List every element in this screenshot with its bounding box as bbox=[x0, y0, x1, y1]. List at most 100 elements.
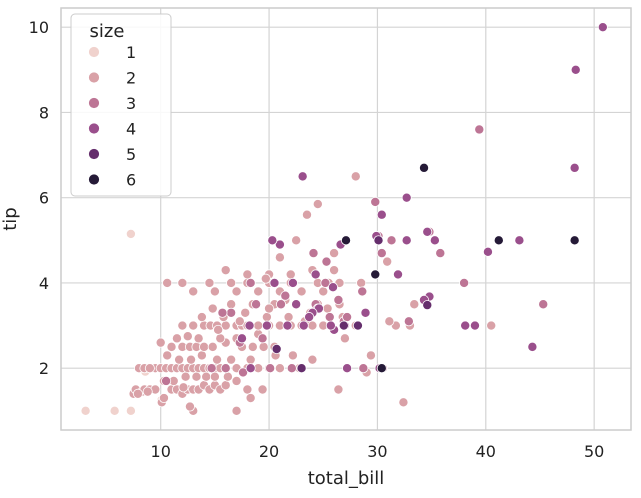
data-point-size-2 bbox=[261, 312, 272, 323]
data-point-size-1 bbox=[125, 228, 136, 239]
data-point-size-2 bbox=[231, 375, 242, 386]
data-point-size-2 bbox=[247, 341, 258, 352]
y-tick-label: 10 bbox=[29, 18, 49, 37]
data-point-size-2 bbox=[184, 401, 195, 412]
data-point-size-5 bbox=[373, 235, 384, 246]
data-point-size-2 bbox=[322, 303, 333, 314]
data-point-size-2 bbox=[222, 371, 233, 382]
data-point-size-4 bbox=[460, 320, 471, 331]
data-point-size-3 bbox=[435, 248, 446, 259]
data-point-size-2 bbox=[144, 363, 155, 374]
data-point-size-4 bbox=[269, 277, 280, 288]
x-tick-labels: 10 20 30 40 50 bbox=[151, 442, 605, 461]
data-point-size-2 bbox=[177, 277, 188, 288]
data-point-size-2 bbox=[231, 405, 242, 416]
data-point-size-2 bbox=[242, 384, 253, 395]
data-point-size-5 bbox=[422, 300, 433, 311]
data-point-size-2 bbox=[274, 363, 285, 374]
data-point-size-4 bbox=[298, 320, 309, 331]
data-point-size-1 bbox=[109, 405, 120, 416]
data-point-size-2 bbox=[240, 307, 251, 318]
data-point-size-2 bbox=[260, 273, 271, 284]
data-point-size-3 bbox=[357, 286, 368, 297]
legend-marker-4 bbox=[88, 122, 100, 135]
data-point-size-2 bbox=[162, 350, 173, 361]
data-point-size-2 bbox=[226, 299, 237, 310]
data-point-size-2 bbox=[188, 320, 199, 331]
data-point-size-4 bbox=[393, 269, 404, 280]
data-point-size-2 bbox=[193, 333, 204, 344]
data-point-size-2 bbox=[242, 269, 253, 280]
data-point-size-2 bbox=[264, 303, 275, 314]
data-point-size-4 bbox=[325, 320, 336, 331]
y-tick-label: 2 bbox=[39, 359, 49, 378]
data-point-size-2 bbox=[283, 312, 294, 323]
data-point-size-2 bbox=[258, 341, 269, 352]
data-point-size-6 bbox=[370, 269, 381, 280]
data-point-size-2 bbox=[287, 350, 298, 361]
data-point-size-2 bbox=[209, 286, 220, 297]
data-point-size-2 bbox=[296, 286, 307, 297]
x-tick-label: 10 bbox=[151, 442, 171, 461]
data-point-size-4 bbox=[570, 64, 581, 75]
data-point-size-1 bbox=[80, 405, 91, 416]
legend-label-1: 1 bbox=[126, 43, 136, 62]
plot-frame bbox=[60, 7, 632, 431]
data-point-size-2 bbox=[226, 354, 237, 365]
legend-label-2: 2 bbox=[126, 69, 136, 88]
data-point-size-3 bbox=[220, 363, 231, 374]
data-point-size-2 bbox=[333, 384, 344, 395]
data-point-size-2 bbox=[307, 354, 318, 365]
legend-label-5: 5 bbox=[126, 145, 136, 164]
data-point-size-4 bbox=[401, 235, 412, 246]
data-point-size-3 bbox=[333, 294, 344, 305]
data-point-size-2 bbox=[166, 341, 177, 352]
data-point-size-2 bbox=[339, 333, 350, 344]
data-point-size-2 bbox=[365, 350, 376, 361]
data-point-size-2 bbox=[178, 382, 189, 393]
data-point-size-3 bbox=[161, 375, 172, 386]
data-point-size-4 bbox=[401, 192, 412, 203]
data-point-size-4 bbox=[514, 235, 525, 246]
data-point-size-4 bbox=[236, 333, 247, 344]
data-point-size-3 bbox=[257, 333, 268, 344]
legend-label-4: 4 bbox=[126, 120, 136, 139]
data-point-size-2 bbox=[291, 235, 302, 246]
data-point-size-5 bbox=[271, 344, 282, 355]
data-point-size-2 bbox=[215, 333, 226, 344]
data-point-size-3 bbox=[320, 277, 331, 288]
legend-marker-2 bbox=[88, 71, 100, 84]
data-point-size-2 bbox=[245, 354, 256, 365]
data-point-size-4 bbox=[327, 282, 338, 293]
data-point-size-2 bbox=[212, 354, 223, 365]
data-point-size-4 bbox=[422, 226, 433, 237]
data-point-size-4 bbox=[267, 235, 278, 246]
data-point-size-2 bbox=[382, 256, 393, 267]
data-point-size-4 bbox=[304, 312, 315, 323]
data-point-size-3 bbox=[238, 367, 249, 378]
data-point-size-3 bbox=[251, 299, 262, 310]
data-point-size-3 bbox=[245, 277, 256, 288]
data-point-size-3 bbox=[370, 196, 381, 207]
data-point-size-2 bbox=[155, 337, 166, 348]
data-point-size-2 bbox=[174, 354, 185, 365]
data-point-size-3 bbox=[459, 277, 470, 288]
data-point-size-2 bbox=[180, 371, 191, 382]
data-points bbox=[80, 22, 608, 416]
data-point-size-4 bbox=[245, 363, 256, 374]
data-point-size-6 bbox=[493, 235, 504, 246]
data-point-size-2 bbox=[384, 316, 395, 327]
x-axis-label: total_bill bbox=[308, 468, 385, 489]
data-point-size-3 bbox=[342, 312, 353, 323]
data-point-size-2 bbox=[257, 384, 268, 395]
data-point-size-4 bbox=[291, 299, 302, 310]
legend-label-6: 6 bbox=[126, 171, 136, 190]
data-point-size-3 bbox=[275, 299, 286, 310]
data-point-size-6 bbox=[340, 235, 351, 246]
data-point-size-2 bbox=[220, 380, 231, 391]
data-point-size-3 bbox=[265, 363, 276, 374]
data-point-size-6 bbox=[569, 235, 580, 246]
data-point-size-2 bbox=[177, 320, 188, 331]
data-point-size-3 bbox=[206, 363, 217, 374]
data-point-size-3 bbox=[308, 248, 319, 259]
